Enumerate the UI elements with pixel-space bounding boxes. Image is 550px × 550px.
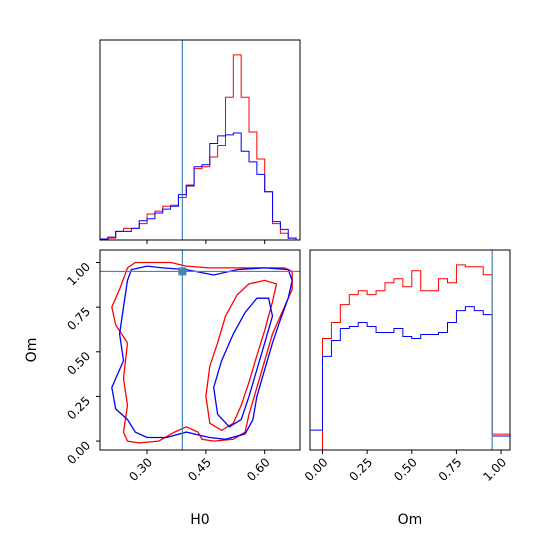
contour-ytick-label-0: 0.00 bbox=[64, 438, 93, 467]
contour-xtick-label-1: 0.45 bbox=[185, 455, 214, 484]
om-hist-xtick-label-3: 0.75 bbox=[436, 455, 465, 484]
contour-series-0-level-0 bbox=[111, 261, 293, 444]
contour-ytick-label-4: 1.00 bbox=[64, 260, 93, 289]
contour-xtick-label-0: 0.30 bbox=[126, 455, 155, 484]
contour-series-0-level-1 bbox=[205, 279, 278, 432]
contour-ytick-label-1: 0.25 bbox=[64, 394, 93, 423]
y-axis-label-om: Om bbox=[24, 338, 40, 363]
h0-hist-series-1 bbox=[99, 132, 300, 241]
contour-ytick-label-2: 0.50 bbox=[64, 349, 93, 378]
h0-hist-series-0 bbox=[99, 54, 300, 241]
om-hist-xtick-label-2: 0.50 bbox=[391, 455, 420, 484]
om-hist-series-1 bbox=[309, 306, 511, 450]
x-axis-label-om: Om bbox=[398, 512, 423, 528]
truth-marker bbox=[178, 267, 187, 276]
om-marginal-panel: 0.00 0.25 0.50 0.75 1.00 Om bbox=[302, 249, 511, 528]
contour-ytick-label-3: 0.75 bbox=[64, 304, 93, 333]
contour-xtick-label-2: 0.60 bbox=[244, 455, 273, 484]
contour-group bbox=[111, 261, 293, 444]
contour-series-1-level-0 bbox=[111, 265, 293, 440]
h0-marginal-panel bbox=[99, 39, 301, 244]
x-axis-label-h0: H0 bbox=[190, 512, 209, 528]
om-hist-xtick-label-4: 1.00 bbox=[480, 455, 509, 484]
om-hist-xtick-label-1: 0.25 bbox=[346, 455, 375, 484]
om-hist-series-0 bbox=[310, 264, 511, 451]
h0-om-contour-panel: 0.30 0.45 0.60 0.00 0.25 0.50 0.75 1.00 H0 Om bbox=[24, 249, 301, 528]
contour-series-1-level-1 bbox=[213, 297, 274, 428]
om-hist-xtick-label-0: 0.00 bbox=[302, 455, 331, 484]
